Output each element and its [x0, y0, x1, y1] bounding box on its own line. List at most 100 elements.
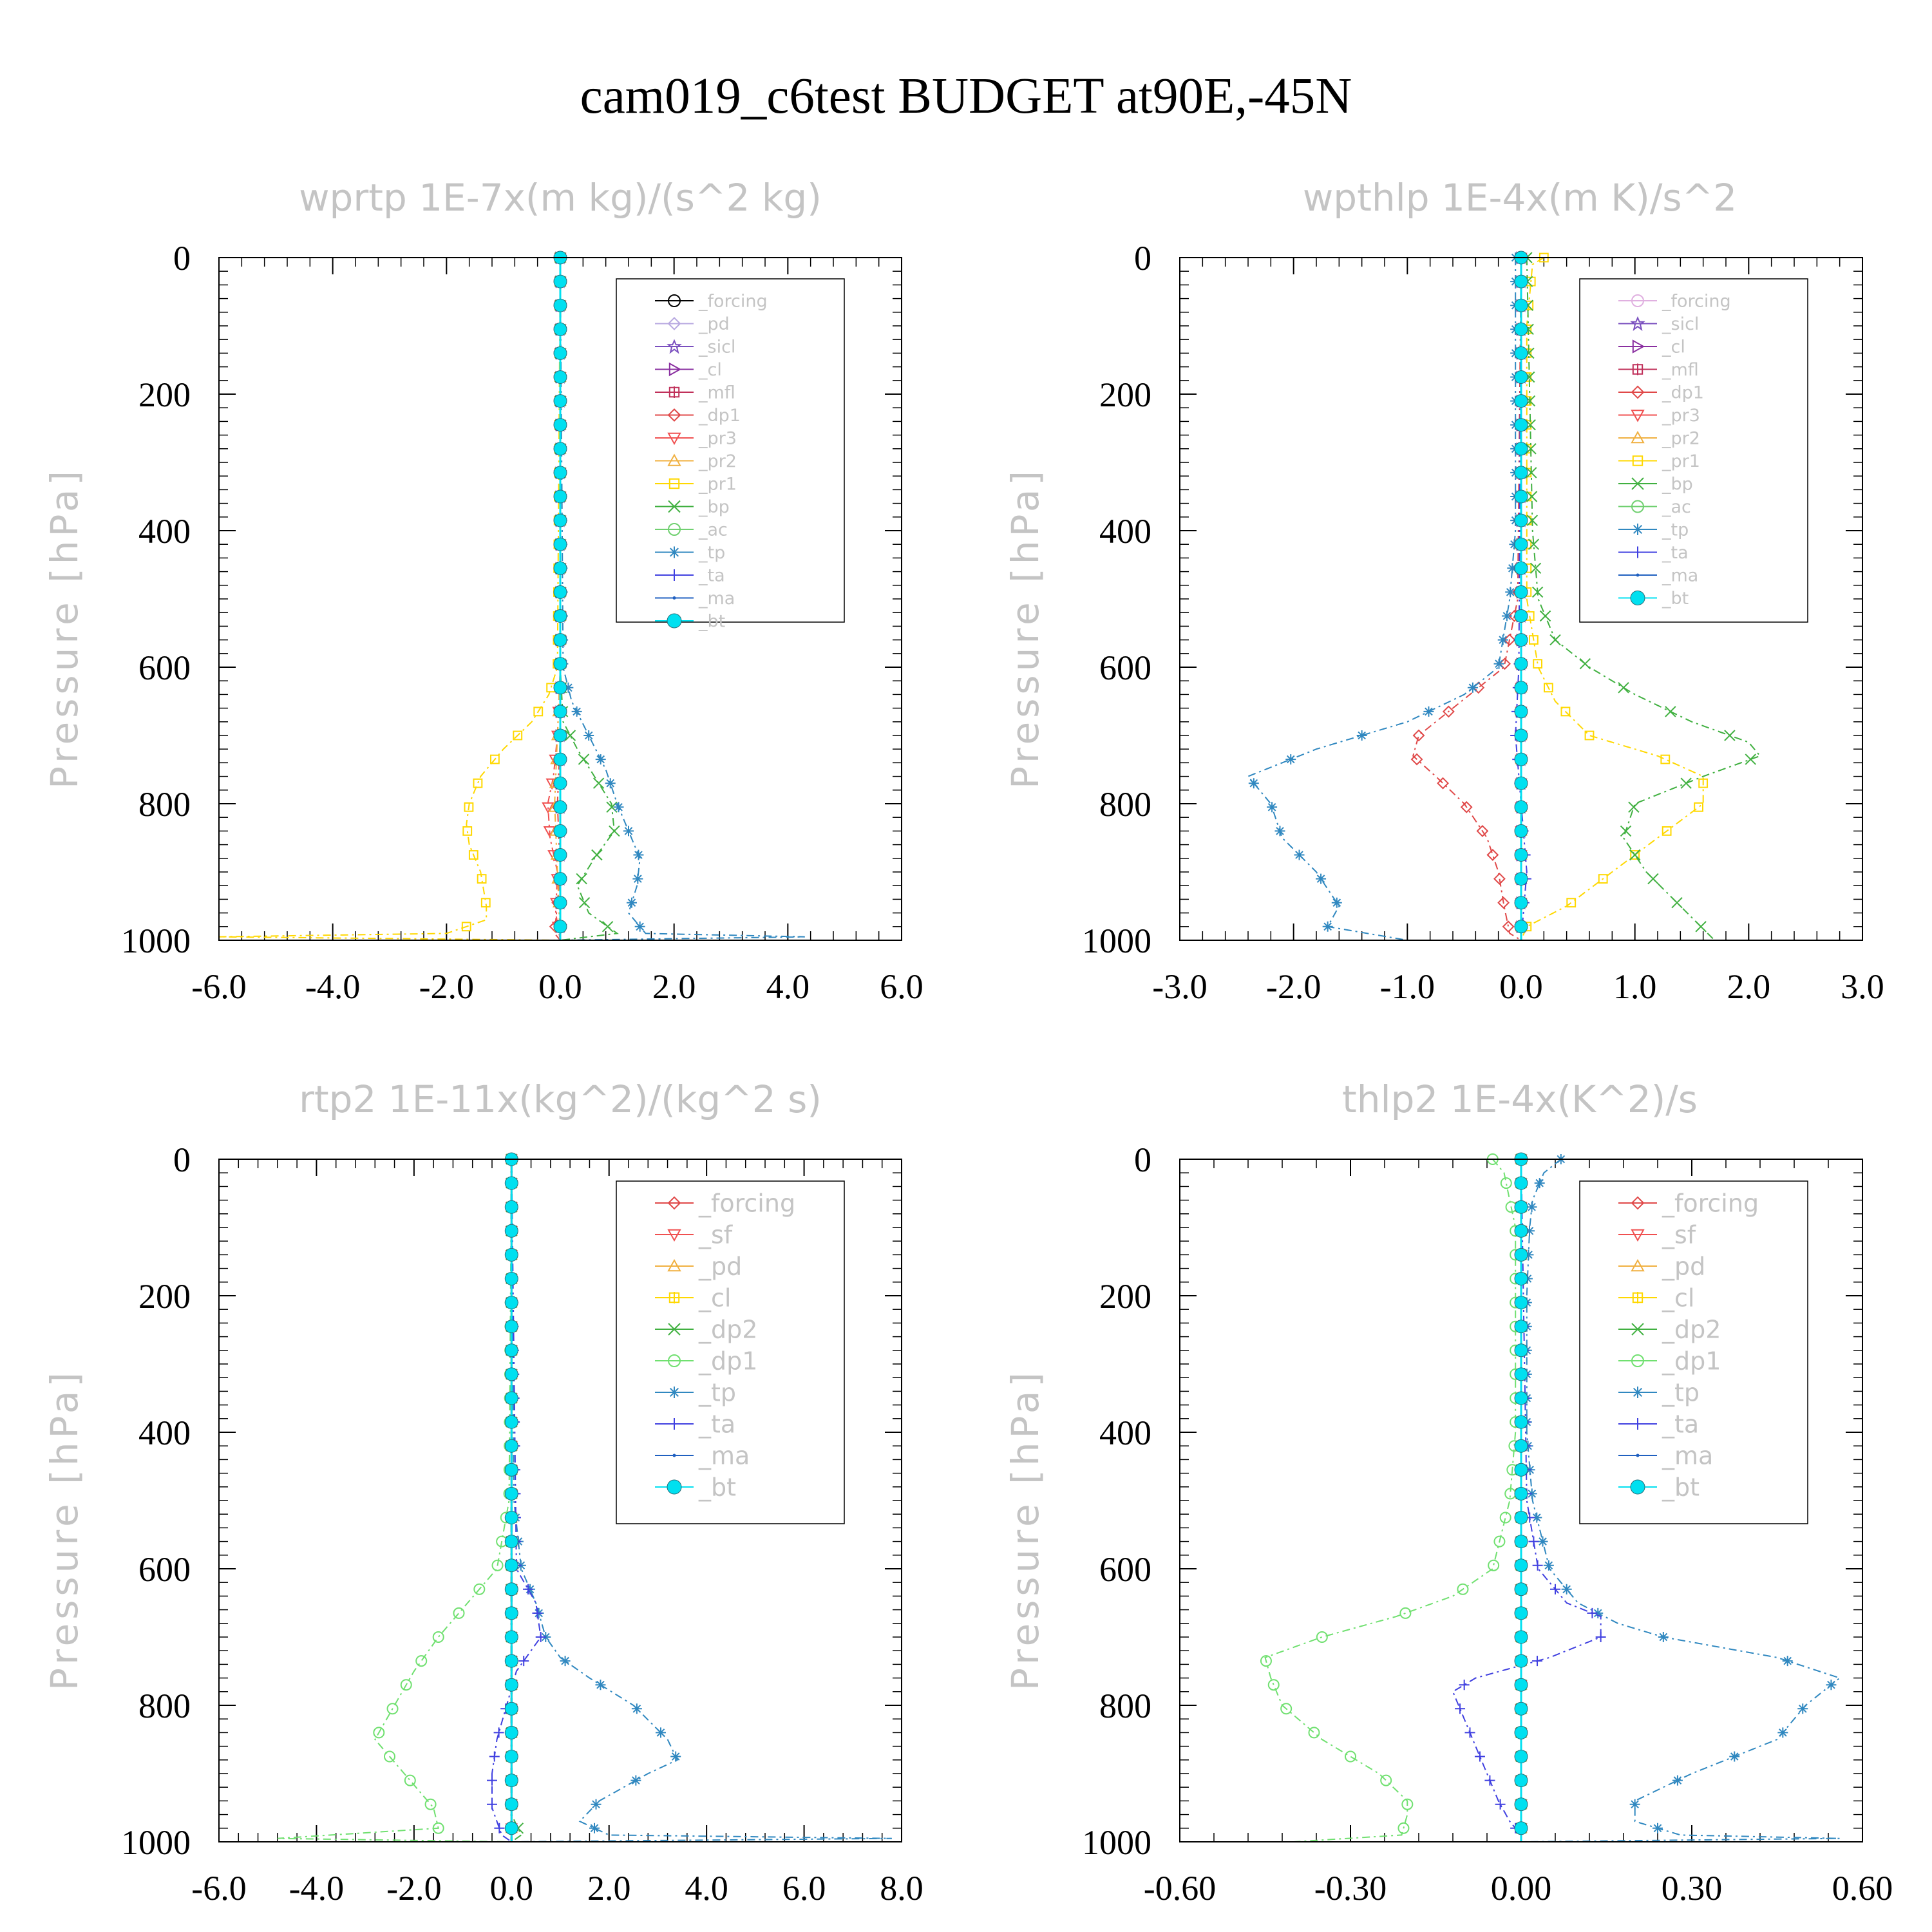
y-tick-label: 600 [1099, 1550, 1151, 1589]
axis-ticks: -0.60 -0.30 0.00 0.30 0.60 0 200 400 600 800 1000 [1082, 1141, 1893, 1908]
series-marker [1514, 896, 1528, 910]
legend-label: _bt [698, 612, 725, 632]
legend-label: _ta [1662, 1410, 1699, 1439]
series-marker [1631, 500, 1644, 513]
series-marker [1397, 1822, 1410, 1834]
series-marker [553, 489, 567, 504]
series-marker [1505, 587, 1516, 598]
series-marker [1507, 563, 1518, 574]
series-marker [1267, 1679, 1280, 1691]
series-marker [1672, 1775, 1683, 1786]
axis-ticks: -6.0 -4.0 -2.0 0.0 2.0 4.0 6.0 8.0 0 200 400 600 800… [121, 1141, 923, 1908]
series-marker [1514, 1224, 1528, 1238]
series-marker [1248, 778, 1259, 789]
legend-label: _bt [698, 1473, 736, 1502]
panel-thlp2: thlp2 1E-4x(K^2)/s Pressure [hPa] -0.60-… [1003, 1077, 1893, 1908]
y-tick-label: 0 [1134, 239, 1151, 278]
series-marker [504, 1797, 518, 1812]
series-marker [1514, 298, 1528, 312]
series-marker [553, 274, 567, 289]
series-marker [491, 1559, 504, 1571]
x-tick-label: 3.0 [1841, 967, 1884, 1006]
series-marker [1455, 1703, 1466, 1714]
series-marker [489, 1751, 500, 1762]
series-marker [1260, 1655, 1272, 1667]
y-tick-label: 0 [173, 239, 191, 278]
x-tick-label: 0.30 [1662, 1869, 1723, 1908]
series-layer [1247, 251, 1761, 941]
legend-box [1579, 1180, 1808, 1524]
series-marker [667, 1479, 682, 1495]
series-marker [1777, 1727, 1788, 1738]
series-marker [1514, 1343, 1528, 1358]
series-marker [523, 1584, 534, 1595]
y-tick-label: 200 [1099, 1277, 1151, 1316]
x-tick-label: 2.0 [587, 1869, 631, 1908]
y-tick-label: 800 [1099, 785, 1151, 824]
series-marker [667, 1196, 681, 1210]
series-marker [668, 386, 680, 398]
series-marker [1631, 1258, 1645, 1272]
series-marker [1539, 610, 1551, 622]
y-axis-label: Pressure [hPa] [43, 1368, 86, 1690]
series-marker [1514, 370, 1528, 384]
series-marker [668, 523, 681, 536]
legend-label: _ac [1662, 497, 1691, 517]
series-marker [1724, 730, 1736, 741]
series-marker [1322, 921, 1333, 932]
series-marker [1514, 1535, 1528, 1549]
series-marker [553, 418, 567, 432]
series-marker [1514, 274, 1528, 289]
series-marker [553, 322, 567, 336]
series-marker [1629, 849, 1641, 861]
series-marker [1632, 455, 1643, 466]
series-marker [1532, 1656, 1543, 1667]
series-marker [1345, 1750, 1356, 1763]
series-marker [1544, 683, 1553, 693]
y-axis-label: Pressure [hPa] [1003, 1368, 1047, 1690]
legend-label: _forcing [1662, 292, 1731, 312]
series-marker [553, 728, 567, 743]
series-marker [553, 561, 567, 575]
y-axis-label: Pressure [hPa] [43, 467, 86, 789]
series-marker [1514, 442, 1528, 456]
series-marker [1514, 537, 1528, 551]
series-line [1520, 257, 1704, 941]
series-marker [504, 1821, 518, 1835]
series-marker [1514, 1582, 1528, 1596]
legend-label: _tp [1662, 520, 1689, 540]
legend-label: _mfl [698, 383, 735, 403]
series-marker [1532, 1560, 1543, 1571]
series-marker [1593, 1607, 1604, 1618]
series-marker [667, 613, 682, 629]
series-marker [1514, 1320, 1528, 1334]
series-marker [461, 922, 471, 932]
y-tick-label: 600 [1099, 649, 1151, 687]
x-tick-label: 2.0 [652, 967, 696, 1006]
series-marker [1514, 1630, 1528, 1644]
x-tick-label: 0.60 [1832, 1869, 1893, 1908]
series-marker [1587, 1607, 1598, 1618]
series-marker [668, 546, 680, 558]
series-marker [1665, 706, 1676, 717]
series-marker [578, 896, 591, 909]
plot-frame [218, 1159, 902, 1842]
series-marker [553, 633, 567, 647]
series-marker [553, 800, 567, 814]
series-marker [553, 442, 567, 456]
series-marker [668, 569, 680, 581]
series-marker [487, 1799, 497, 1810]
series-marker [1566, 898, 1577, 908]
series-marker [1514, 728, 1528, 743]
series-marker [553, 346, 567, 360]
x-tick-label: 6.0 [880, 967, 923, 1006]
series-marker [1698, 778, 1709, 788]
legend-label: _pd [698, 1253, 742, 1281]
series-marker [533, 706, 544, 717]
series-marker [504, 1320, 518, 1334]
series-marker [1331, 897, 1342, 908]
series-marker [415, 1655, 428, 1667]
series-marker [1537, 1536, 1548, 1547]
series-marker [384, 1750, 395, 1763]
series-marker [1782, 1656, 1793, 1667]
